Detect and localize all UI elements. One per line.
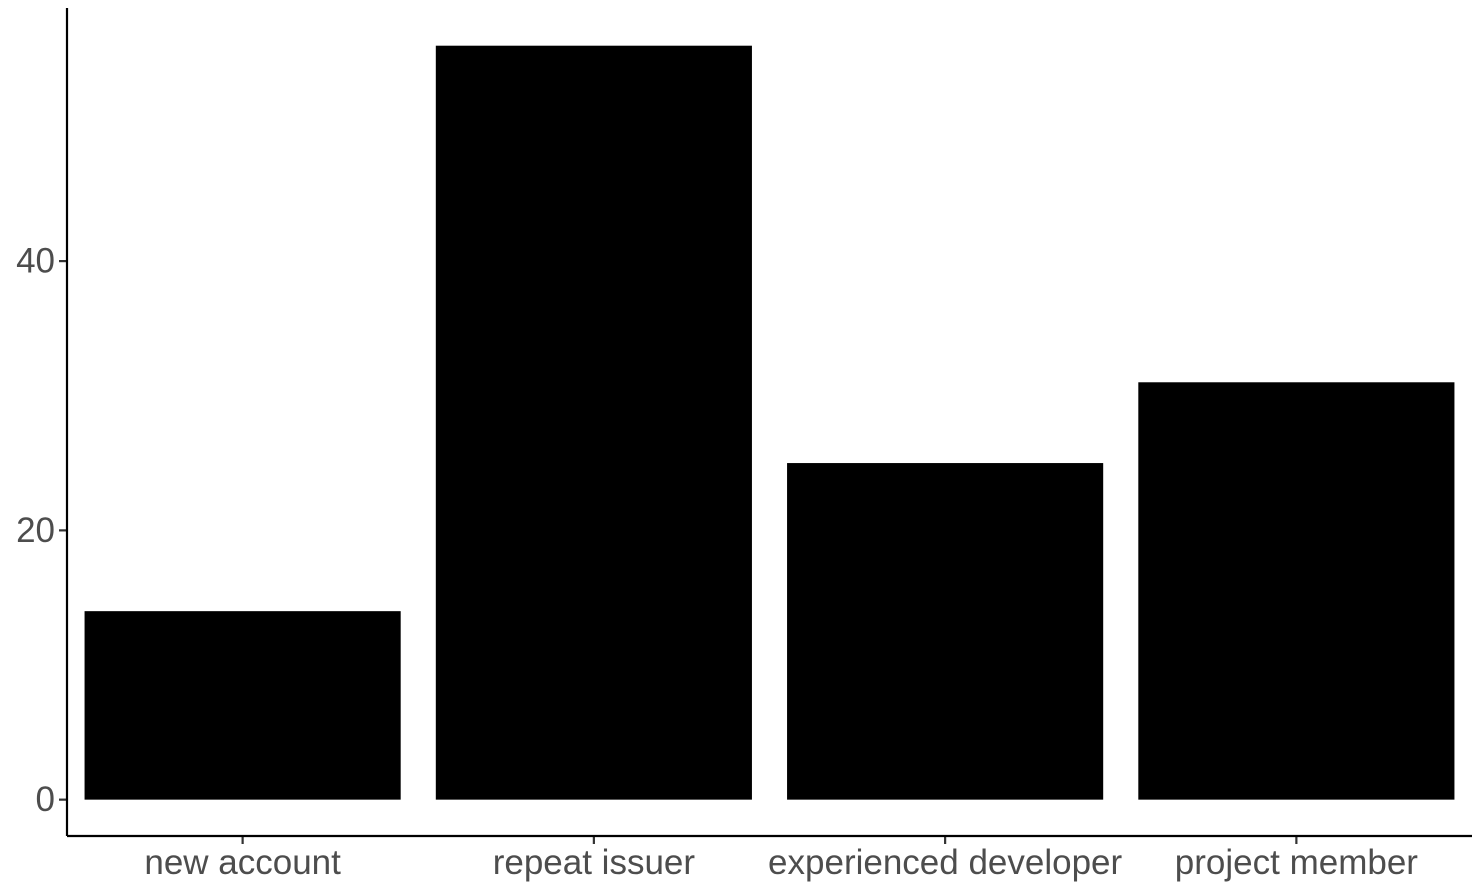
bar-experienced-developer xyxy=(787,463,1104,800)
x-tick-label: project member xyxy=(1175,843,1418,882)
y-tick-label: 20 xyxy=(16,511,55,550)
x-tick-label: experienced developer xyxy=(768,843,1122,882)
x-tick-label: new account xyxy=(144,843,341,882)
bar-repeat-issuer xyxy=(435,45,752,800)
bar-new-account xyxy=(84,611,401,800)
x-axis-ticks: new account repeat issuer experienced deve… xyxy=(144,836,1418,882)
bars-group xyxy=(84,45,1455,800)
y-tick-label: 0 xyxy=(36,780,55,819)
y-axis-ticks: 0 20 40 xyxy=(16,242,67,819)
x-tick-label: repeat issuer xyxy=(493,843,696,882)
y-tick-label: 40 xyxy=(16,242,55,281)
bar-project-member xyxy=(1138,382,1455,800)
